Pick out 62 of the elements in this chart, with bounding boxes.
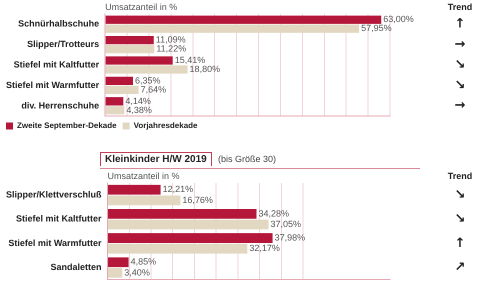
data-label: 63,00%	[383, 14, 414, 24]
text: ↘	[454, 78, 466, 93]
y-tick-label: Slipper/Trotteurs	[27, 39, 100, 50]
bar	[106, 16, 382, 24]
text: ↑	[454, 236, 466, 251]
data-label: 57,95%	[361, 23, 392, 34]
bar	[106, 56, 173, 65]
text: ↗	[454, 260, 466, 275]
y-tick-label: div. Herrenschuhe	[21, 100, 100, 110]
chart-title: Kleinkinder H/W 2019	[100, 152, 212, 166]
text: →	[454, 98, 466, 114]
y-tick-label: Stiefel mit Warmfutter	[6, 80, 100, 90]
text: Trend	[448, 2, 472, 12]
bar	[108, 257, 129, 268]
bar	[106, 97, 124, 106]
bar	[108, 184, 161, 195]
text: Trend	[448, 170, 472, 181]
bar	[106, 36, 154, 44]
bar	[108, 233, 273, 243]
x-axis-title: Umsatzanteil in %	[108, 170, 180, 181]
data-label: 4,38%	[126, 104, 152, 115]
data-label: 37,05%	[270, 219, 302, 230]
text: ↘	[454, 187, 466, 202]
bar	[106, 65, 188, 74]
data-label: 11,22%	[156, 44, 186, 54]
data-label: 4,85%	[130, 256, 156, 267]
y-tick-label: Stiefel mit Kaltfutter	[16, 214, 102, 224]
legend-label: Zweite September-Dekade	[17, 121, 118, 130]
bar	[106, 86, 139, 94]
data-label: 3,40%	[124, 267, 150, 278]
bar	[106, 24, 360, 33]
bar	[106, 76, 133, 86]
bar	[108, 196, 180, 206]
y-tick-label: Sandaletten	[50, 262, 102, 272]
data-label: 16,76%	[182, 194, 213, 205]
legend-label: Vorjahresdekade	[134, 121, 198, 130]
data-label: 18,80%	[190, 64, 220, 74]
data-label: 32,17%	[249, 243, 280, 254]
data-label: 11,09%	[156, 34, 186, 45]
text: ↘	[454, 57, 466, 72]
data-label: 34,28%	[258, 208, 290, 218]
text: →	[454, 36, 466, 52]
text: ↑	[454, 16, 466, 32]
bar	[108, 268, 122, 278]
data-label: 7,64%	[140, 84, 166, 94]
data-label: 37,98%	[274, 232, 306, 243]
bar	[106, 106, 124, 114]
data-label: 4,14%	[125, 96, 151, 106]
y-tick-label: Stiefel mit Warmfutter	[8, 238, 102, 248]
data-label: 12,21%	[162, 184, 194, 194]
bar	[108, 209, 256, 219]
bar	[106, 44, 154, 54]
data-label: 15,41%	[174, 54, 206, 65]
y-tick-label: Schnürhalbschuhe	[18, 18, 100, 29]
bar	[108, 220, 269, 230]
text: ↘	[454, 212, 466, 227]
data-label: 6,35%	[135, 75, 161, 86]
y-tick-label: Slipper/Klettverschluß	[6, 190, 102, 200]
chart-subtitle: (bis Größe 30)	[218, 154, 276, 164]
bar	[108, 244, 248, 254]
x-axis-title: Umsatzanteil in %	[105, 2, 178, 12]
y-tick-label: Stiefel mit Kaltfutter	[14, 59, 100, 70]
